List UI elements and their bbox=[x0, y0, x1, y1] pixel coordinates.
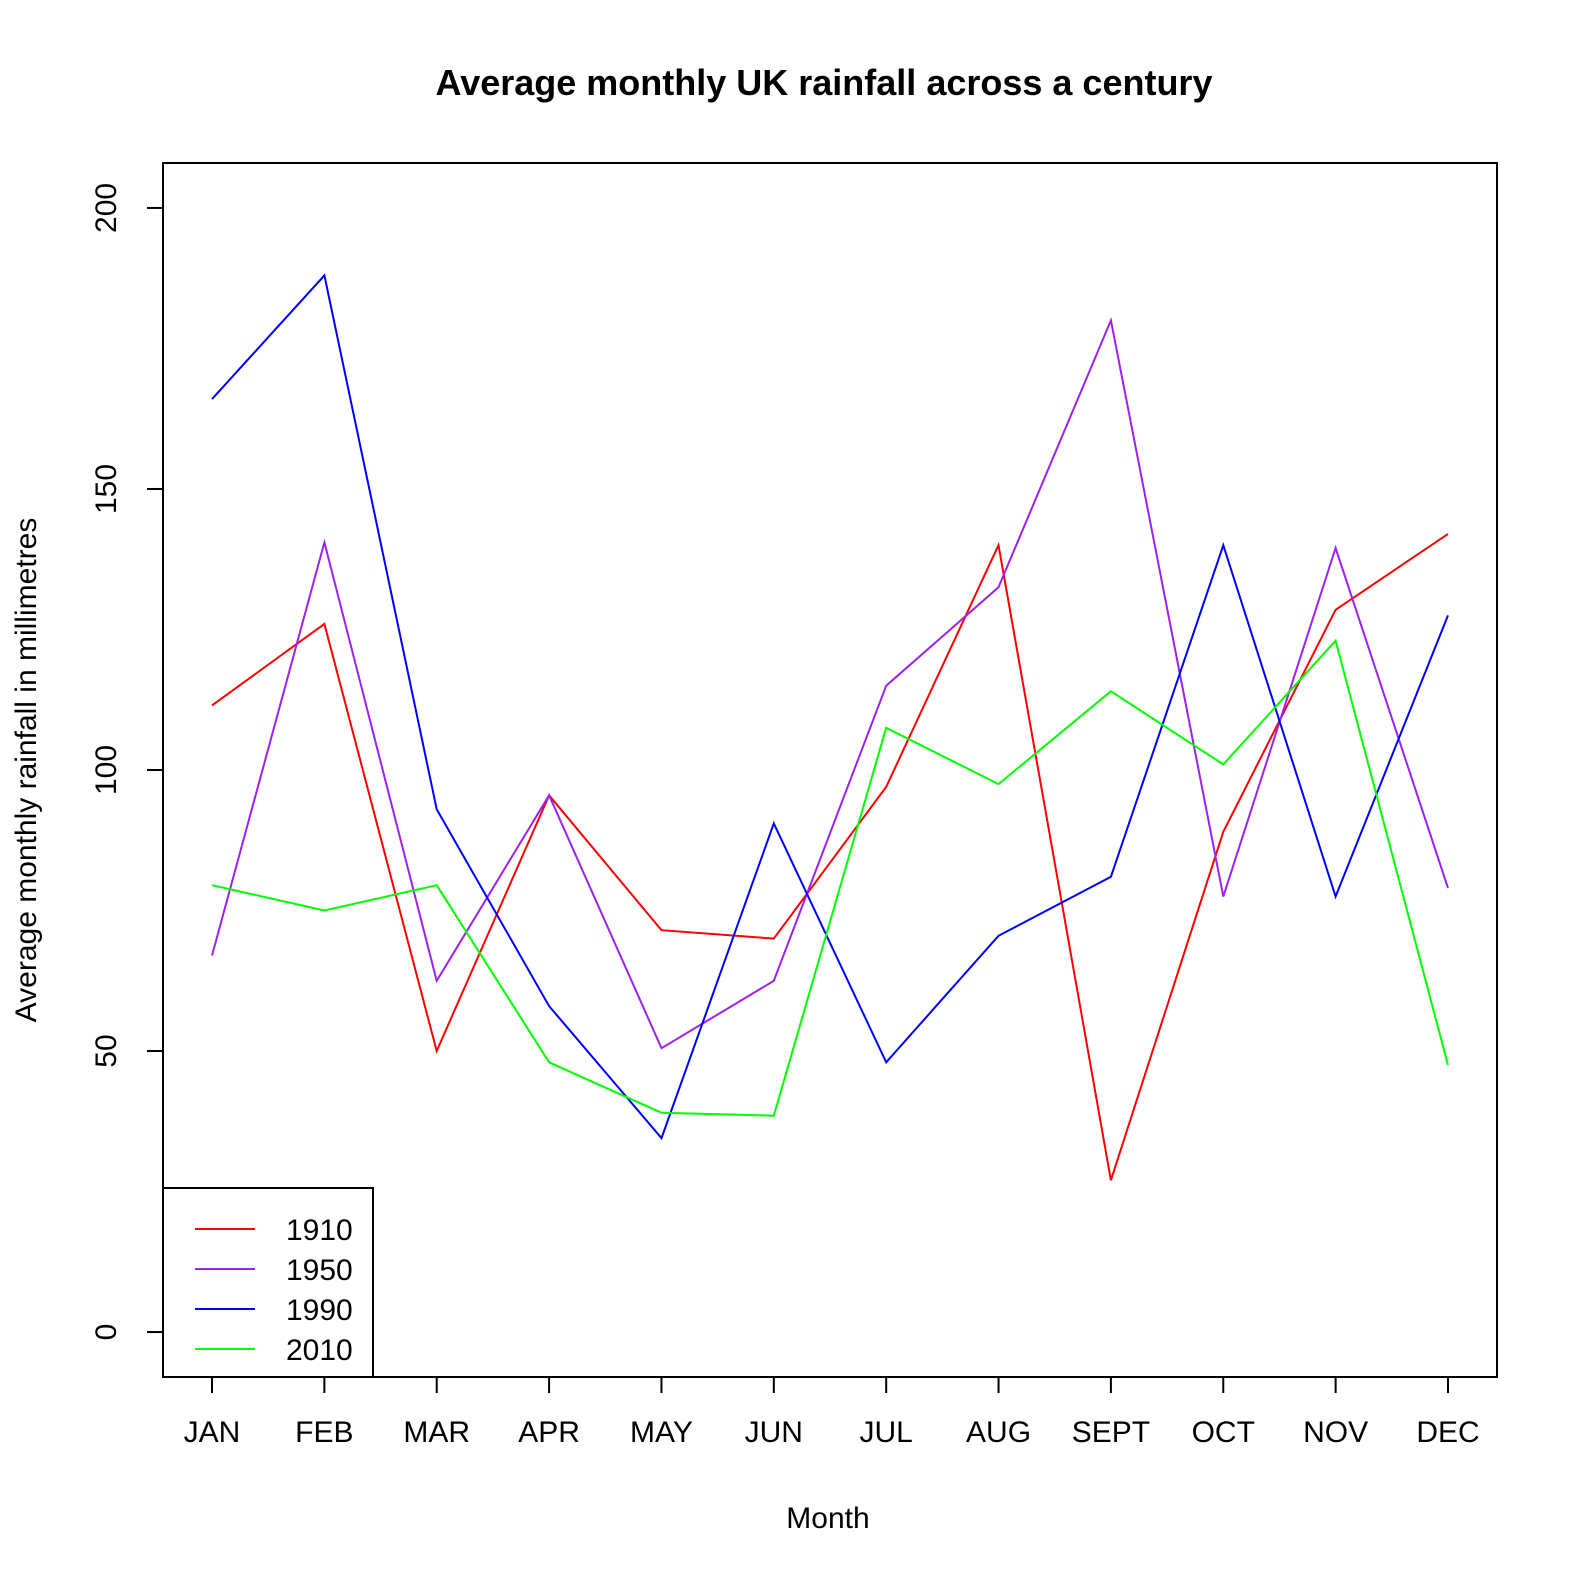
series-line-1990 bbox=[211, 273, 1449, 1141]
legend-box bbox=[162, 1187, 374, 1378]
y-axis: 0 50 100 150 200 bbox=[90, 183, 164, 1341]
x-tick-label: APR bbox=[518, 1416, 580, 1449]
legend-label-1990: 1990 bbox=[286, 1294, 353, 1327]
legend: 1910 1950 1990 2010 bbox=[162, 1187, 374, 1378]
x-tick-label: MAY bbox=[630, 1416, 693, 1449]
chart-title: Average monthly UK rainfall across a cen… bbox=[436, 62, 1213, 103]
x-axis-label: Month bbox=[786, 1502, 869, 1535]
x-tick-label: JUL bbox=[860, 1416, 913, 1449]
series-line-1910 bbox=[211, 533, 1449, 1181]
y-tick-label: 150 bbox=[90, 464, 123, 514]
x-tick-label: JUN bbox=[745, 1416, 803, 1449]
series-line-1950 bbox=[211, 316, 1449, 1050]
x-tick-label: DEC bbox=[1416, 1416, 1479, 1449]
y-tick-label: 200 bbox=[90, 183, 123, 233]
x-tick-label: NOV bbox=[1303, 1416, 1368, 1449]
series-line-2010 bbox=[211, 638, 1449, 1117]
x-tick-label: SEPT bbox=[1072, 1416, 1150, 1449]
y-tick-label: 0 bbox=[90, 1324, 123, 1341]
x-tick-label: MAR bbox=[403, 1416, 470, 1449]
legend-label-1950: 1950 bbox=[286, 1254, 353, 1287]
x-tick-label: AUG bbox=[966, 1416, 1031, 1449]
x-tick-label: OCT bbox=[1192, 1416, 1255, 1449]
legend-label-2010: 2010 bbox=[286, 1334, 353, 1367]
x-tick-label: FEB bbox=[295, 1416, 353, 1449]
y-tick-label: 100 bbox=[90, 745, 123, 795]
series-lines bbox=[211, 273, 1449, 1181]
x-axis: JAN FEB MAR APR MAY JUN JUL AUG SEPT OCT NOV DEC bbox=[184, 1376, 1480, 1449]
x-tick-label: JAN bbox=[184, 1416, 241, 1449]
y-axis-label: Average monthly rainfall in millimetres bbox=[10, 518, 43, 1023]
legend-label-1910: 1910 bbox=[286, 1214, 353, 1247]
y-tick-label: 50 bbox=[90, 1034, 123, 1067]
